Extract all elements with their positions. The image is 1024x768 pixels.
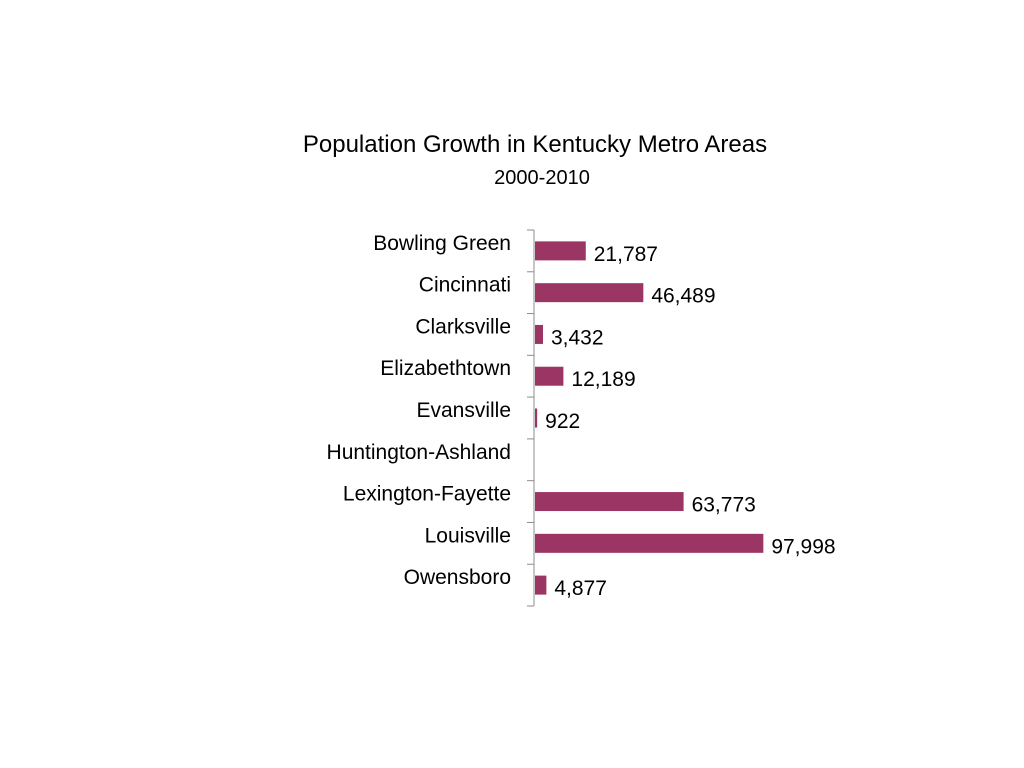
bar xyxy=(535,241,586,261)
data-label: 3,432 xyxy=(551,326,604,349)
bar xyxy=(535,366,564,386)
category-label: Elizabethtown xyxy=(380,357,511,380)
category-label: Evansville xyxy=(416,399,511,422)
category-label: Bowling Green xyxy=(373,232,511,255)
data-label: 97,998 xyxy=(771,535,835,558)
bar xyxy=(535,575,547,595)
category-label: Cincinnati xyxy=(419,274,511,297)
category-label: Lexington-Fayette xyxy=(343,483,511,506)
data-label: 46,489 xyxy=(651,285,715,308)
bar xyxy=(535,324,543,344)
category-label: Huntington-Ashland xyxy=(327,441,511,464)
data-label: 922 xyxy=(545,410,580,433)
bar xyxy=(535,533,764,553)
bar xyxy=(535,492,684,512)
category-label: Louisville xyxy=(425,524,511,547)
category-label: Owensboro xyxy=(404,566,511,589)
bar xyxy=(535,408,538,428)
data-label: 12,189 xyxy=(571,368,635,391)
category-label: Clarksville xyxy=(415,315,511,338)
plot-area: Bowling Green 21,787 Cincinnati 46,489 Clark… xyxy=(327,229,836,607)
chart-subtitle: 2000-2010 xyxy=(494,167,590,189)
data-label: 21,787 xyxy=(594,243,658,266)
data-label: 63,773 xyxy=(692,494,756,517)
chart-title: Population Growth in Kentucky Metro Area… xyxy=(303,131,767,158)
data-label: 4,877 xyxy=(554,577,607,600)
bar xyxy=(535,283,644,303)
